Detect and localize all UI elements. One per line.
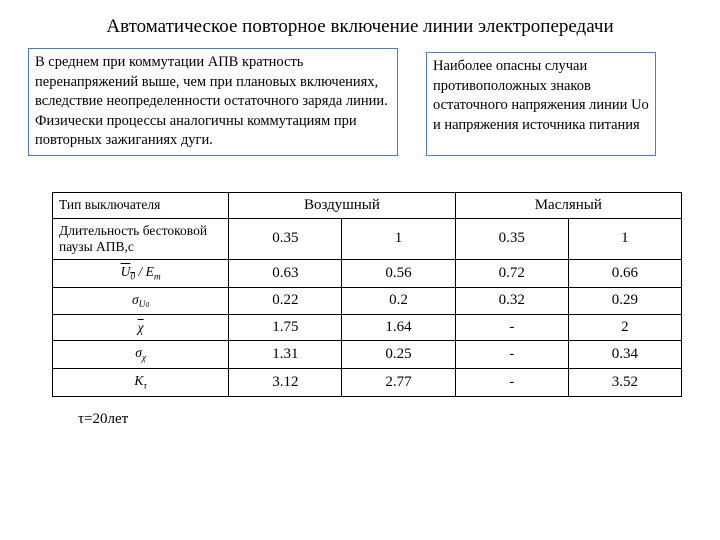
table-row: U0 / Em 0.63 0.56 0.72 0.66: [53, 259, 682, 287]
cell: 1: [568, 218, 681, 259]
header-air: Воздушный: [229, 192, 455, 218]
cell: 0.56: [342, 259, 455, 287]
cell: 0.34: [568, 341, 681, 369]
cell: 0.35: [229, 218, 342, 259]
footer-note: τ=20лет: [78, 411, 692, 428]
table-row: σU0 0.22 0.2 0.32 0.29: [53, 287, 682, 315]
cell: 1: [342, 218, 455, 259]
header-type: Тип выключателя: [53, 192, 229, 218]
row-label-sigma-chi: σχ: [53, 341, 229, 369]
table-row: σχ 1.31 0.25 - 0.34: [53, 341, 682, 369]
cell: 2: [568, 315, 681, 341]
header-oil: Масляный: [455, 192, 681, 218]
table-row: Kτ 3.12 2.77 - 3.52: [53, 368, 682, 396]
cell: 0.32: [455, 287, 568, 315]
cell: 0.72: [455, 259, 568, 287]
cell: -: [455, 341, 568, 369]
table-row: Длительность бестоковой паузы АПВ,с 0.35…: [53, 218, 682, 259]
text-boxes-row: В среднем при коммутации АПВ кратность п…: [28, 48, 692, 156]
cell: 3.52: [568, 368, 681, 396]
cell: 0.35: [455, 218, 568, 259]
cell: 0.25: [342, 341, 455, 369]
cell: 0.63: [229, 259, 342, 287]
cell: 0.29: [568, 287, 681, 315]
right-text-box: Наиболее опасны случаи противоположных з…: [426, 52, 656, 156]
page-title: Автоматическое повторное включение линии…: [28, 16, 692, 38]
row-label-duration: Длительность бестоковой паузы АПВ,с: [53, 218, 229, 259]
cell: -: [455, 315, 568, 341]
row-label-chi: χ: [53, 315, 229, 341]
row-label-u0-em: U0 / Em: [53, 259, 229, 287]
left-text-box: В среднем при коммутации АПВ кратность п…: [28, 48, 398, 156]
cell: 2.77: [342, 368, 455, 396]
row-label-sigma-u0: σU0: [53, 287, 229, 315]
cell: 0.2: [342, 287, 455, 315]
cell: 0.66: [568, 259, 681, 287]
parameters-table: Тип выключателя Воздушный Масляный Длите…: [52, 192, 682, 397]
table-row: χ 1.75 1.64 - 2: [53, 315, 682, 341]
cell: 1.75: [229, 315, 342, 341]
table-header-row: Тип выключателя Воздушный Масляный: [53, 192, 682, 218]
row-label-k-tau: Kτ: [53, 368, 229, 396]
cell: 1.31: [229, 341, 342, 369]
cell: 3.12: [229, 368, 342, 396]
table-container: Тип выключателя Воздушный Масляный Длите…: [52, 192, 682, 397]
cell: 1.64: [342, 315, 455, 341]
cell: -: [455, 368, 568, 396]
cell: 0.22: [229, 287, 342, 315]
